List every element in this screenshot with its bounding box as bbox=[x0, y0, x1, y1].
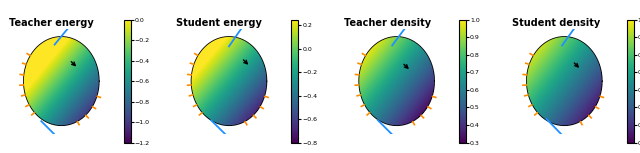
Text: Student energy: Student energy bbox=[177, 18, 262, 28]
Text: Teacher energy: Teacher energy bbox=[9, 18, 93, 28]
Text: Teacher density: Teacher density bbox=[344, 18, 431, 28]
Text: Student density: Student density bbox=[511, 18, 600, 28]
